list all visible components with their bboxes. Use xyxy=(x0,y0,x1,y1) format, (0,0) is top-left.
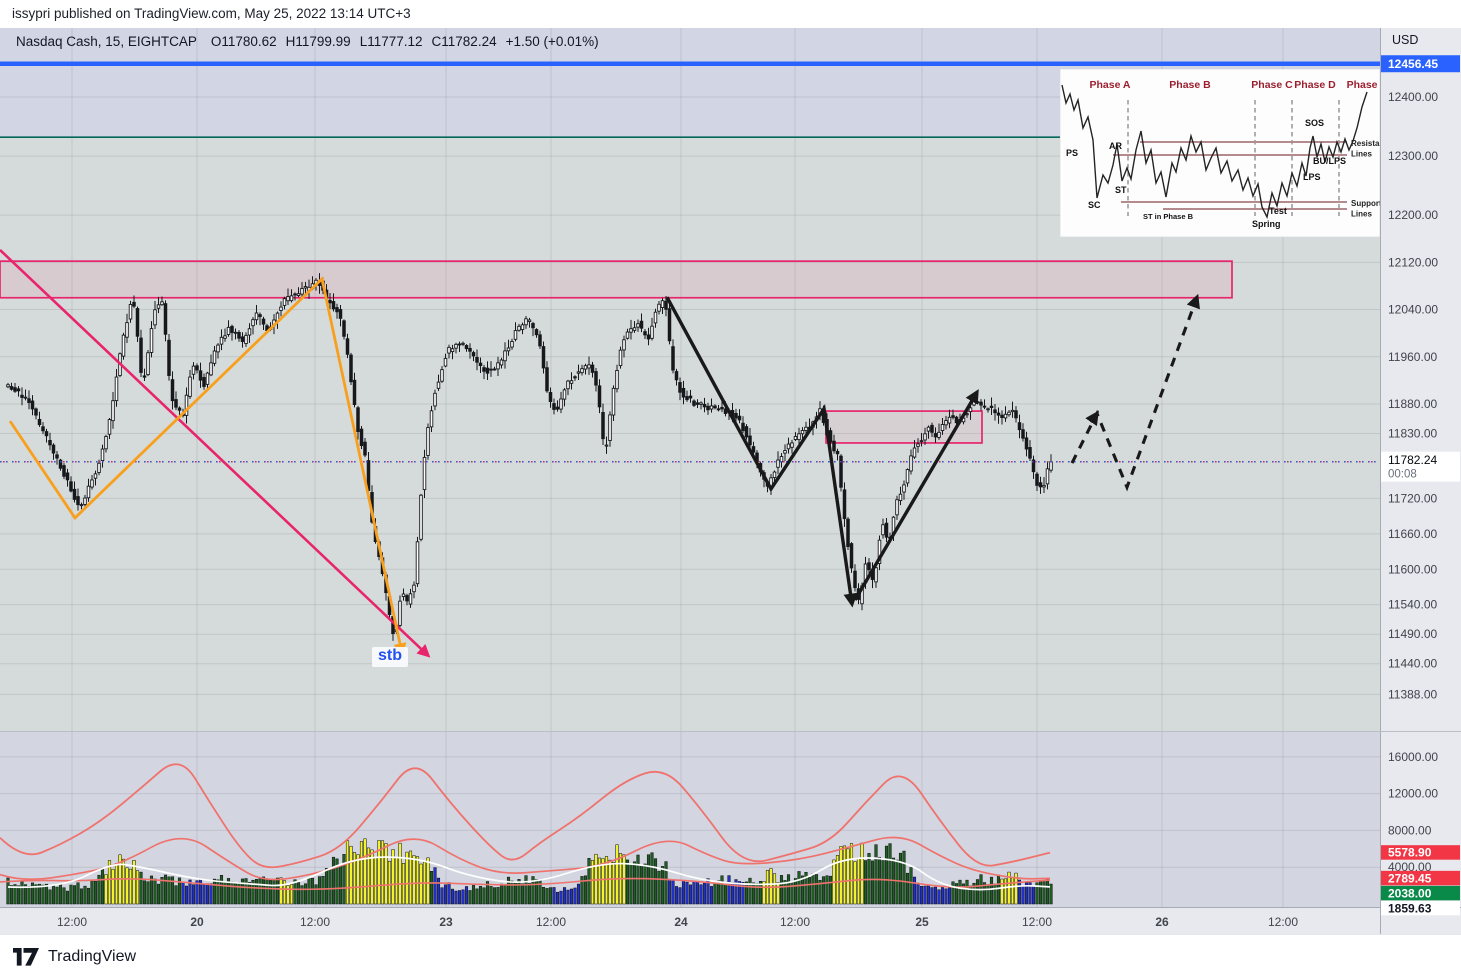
svg-text:12:00: 12:00 xyxy=(536,915,566,929)
svg-text:2038.00: 2038.00 xyxy=(1388,886,1432,900)
legend-low: L11777.12 xyxy=(359,34,423,49)
svg-text:AR: AR xyxy=(1109,141,1122,151)
svg-text:2789.45: 2789.45 xyxy=(1388,871,1432,885)
svg-text:11830.00: 11830.00 xyxy=(1388,427,1437,441)
svg-text:11440.00: 11440.00 xyxy=(1388,657,1437,671)
svg-text:Support: Support xyxy=(1351,199,1382,208)
svg-text:11720.00: 11720.00 xyxy=(1388,491,1437,505)
svg-text:11960.00: 11960.00 xyxy=(1388,350,1437,364)
svg-text:4000.00: 4000.00 xyxy=(1388,860,1432,874)
svg-text:BU/LPS: BU/LPS xyxy=(1313,156,1346,166)
legend-change: +1.50 (+0.01%) xyxy=(505,34,599,49)
candlesticks xyxy=(6,273,1053,641)
resistance-zone[interactable] xyxy=(0,260,1233,444)
svg-text:Lines: Lines xyxy=(1351,210,1372,219)
svg-text:11660.00: 11660.00 xyxy=(1388,527,1437,541)
svg-text:12:00: 12:00 xyxy=(57,915,87,929)
svg-text:12040.00: 12040.00 xyxy=(1388,303,1438,317)
legend-close: C11782.24 xyxy=(431,34,497,49)
svg-text:1859.63: 1859.63 xyxy=(1388,901,1432,915)
symbol-legend[interactable]: Nasdaq Cash, 15, EIGHTCAP O11780.62 H11799… xyxy=(16,34,608,49)
svg-text:12:00: 12:00 xyxy=(780,915,810,929)
svg-text:SC: SC xyxy=(1088,200,1101,210)
axis-price-labels: 12456.45 11782.24 00:08 5578.90 2789.452038.… xyxy=(1381,55,1460,916)
legend-open: O11780.62 xyxy=(210,34,277,49)
svg-text:11600.00: 11600.00 xyxy=(1388,562,1437,576)
svg-text:11880.00: 11880.00 xyxy=(1388,397,1437,411)
svg-text:12:00: 12:00 xyxy=(1022,915,1052,929)
publish-header-text: issypri published on TradingView.com, Ma… xyxy=(12,6,411,21)
svg-text:11540.00: 11540.00 xyxy=(1388,598,1437,612)
volume-bars xyxy=(6,838,1053,905)
svg-text:Phase A: Phase A xyxy=(1089,79,1130,91)
svg-text:12456.45: 12456.45 xyxy=(1388,57,1438,71)
svg-text:ST in Phase B: ST in Phase B xyxy=(1143,212,1194,221)
svg-text:Phase B: Phase B xyxy=(1169,79,1211,91)
svg-text:12120.00: 12120.00 xyxy=(1388,255,1438,269)
svg-text:24: 24 xyxy=(674,915,688,929)
volume-ma-lines xyxy=(0,763,1051,891)
legend-high: H11799.99 xyxy=(285,34,351,49)
drawing-arrows[interactable] xyxy=(0,248,1200,658)
svg-text:11782.24: 11782.24 xyxy=(1388,453,1437,467)
svg-text:LPS: LPS xyxy=(1303,172,1321,182)
publish-header: issypri published on TradingView.com, Ma… xyxy=(0,0,1461,28)
wyckoff-schematic-inset[interactable]: Phase A Phase B Phase C Phase D Phase E Resis… xyxy=(1060,69,1394,237)
svg-text:Phase D: Phase D xyxy=(1294,79,1336,91)
svg-text:11490.00: 11490.00 xyxy=(1388,627,1437,641)
svg-text:12300.00: 12300.00 xyxy=(1388,149,1438,163)
svg-text:16000.00: 16000.00 xyxy=(1388,750,1438,764)
svg-text:Spring: Spring xyxy=(1252,219,1281,229)
legend-symbol[interactable]: Nasdaq Cash, 15, EIGHTCAP xyxy=(16,34,197,49)
svg-text:Test: Test xyxy=(1269,206,1287,216)
svg-text:Resistance: Resistance xyxy=(1351,139,1394,148)
svg-text:23: 23 xyxy=(439,915,453,929)
svg-text:PS: PS xyxy=(1066,148,1078,158)
svg-text:Phase C: Phase C xyxy=(1251,79,1293,91)
svg-text:12:00: 12:00 xyxy=(1268,915,1298,929)
svg-text:12400.00: 12400.00 xyxy=(1388,90,1438,104)
svg-text:20: 20 xyxy=(190,915,204,929)
tradingview-brand-text[interactable]: TradingView xyxy=(48,948,137,965)
svg-text:5578.90: 5578.90 xyxy=(1388,846,1432,860)
time-axis[interactable]: 12:00 20 12:00 23 12:00 24 12:00 25 12:00 26 12:00 xyxy=(57,915,1298,929)
stb-drawing-label[interactable]: stb xyxy=(372,647,408,667)
svg-text:USD: USD xyxy=(1392,33,1418,47)
svg-text:SOS: SOS xyxy=(1305,118,1324,128)
svg-text:8000.00: 8000.00 xyxy=(1388,823,1432,837)
svg-text:26: 26 xyxy=(1155,915,1169,929)
footer: TradingView xyxy=(0,934,1461,979)
svg-text:12200.00: 12200.00 xyxy=(1388,208,1438,222)
svg-text:00:08: 00:08 xyxy=(1388,469,1417,481)
svg-text:ST: ST xyxy=(1115,185,1127,195)
tradingview-logo-icon[interactable] xyxy=(13,947,40,967)
svg-text:12:00: 12:00 xyxy=(300,915,330,929)
svg-text:12000.00: 12000.00 xyxy=(1388,787,1438,801)
svg-text:Phase E: Phase E xyxy=(1347,79,1388,91)
svg-text:Lines: Lines xyxy=(1351,150,1372,159)
svg-text:25: 25 xyxy=(915,915,929,929)
svg-text:11388.00: 11388.00 xyxy=(1388,687,1437,701)
